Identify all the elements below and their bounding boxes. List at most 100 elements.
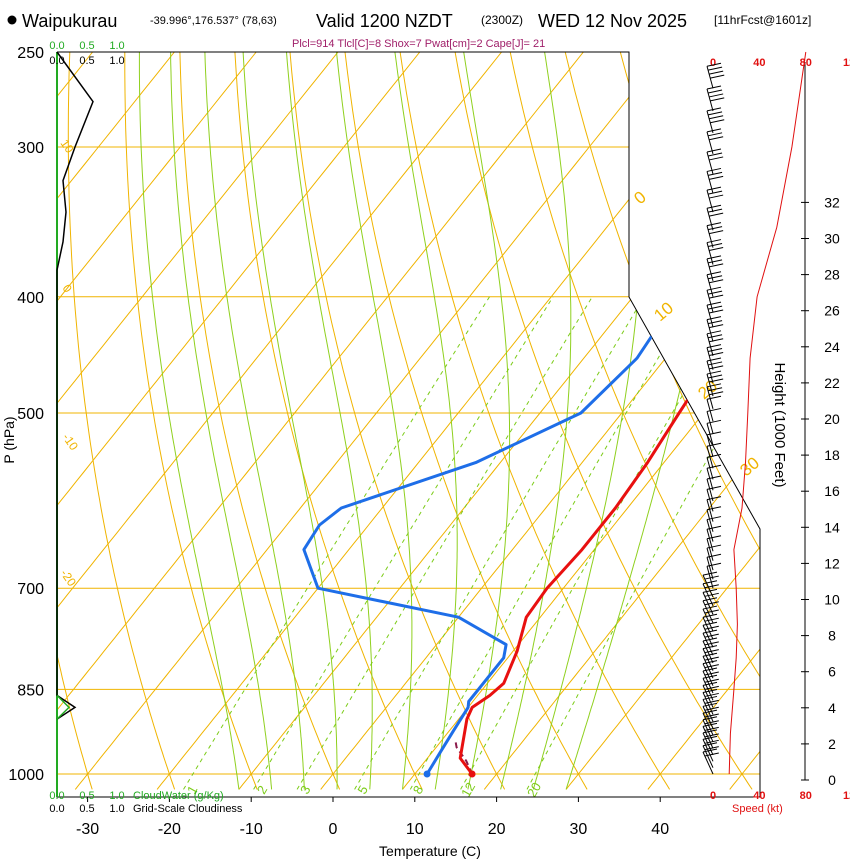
- wind-barb-staff: [702, 656, 714, 679]
- mixing-ratio-label: 8: [410, 783, 427, 797]
- wind-barb-staff: [706, 242, 714, 265]
- pressure-label: 300: [17, 140, 44, 157]
- wind-barb-staff: [702, 685, 714, 708]
- wind-barb-feather: [709, 156, 724, 161]
- wind-barb-feather: [709, 365, 724, 370]
- mixing-ratio-label: 5: [354, 783, 371, 797]
- height-tick-label: 30: [824, 231, 840, 247]
- wind-barb-feather: [704, 685, 719, 690]
- wind-barb-staff: [706, 131, 714, 154]
- temperature-surface-dot: [468, 770, 476, 778]
- wind-barb-staff: [706, 347, 714, 370]
- wind-barb-feather: [709, 263, 724, 268]
- wind-barb-feather: [709, 324, 724, 329]
- wind-barb-feather: [704, 664, 719, 669]
- moist-adiabat-line: [242, 52, 338, 790]
- wind-barb-feather: [706, 271, 722, 276]
- dry-adiabat-line: [505, 52, 760, 790]
- height-tick-label: 24: [824, 339, 840, 355]
- wind-barb-feather: [706, 395, 722, 400]
- wind-barb-feather: [709, 70, 724, 75]
- cloudiness-scale-label: Grid-Scale Cloudiness: [133, 803, 243, 815]
- wind-barb-feather: [704, 706, 719, 711]
- wind-barb-feather: [706, 357, 722, 362]
- isotherm-line: [57, 52, 601, 790]
- wind-barb-staff: [706, 66, 714, 89]
- wind-barb-feather: [706, 330, 722, 335]
- wind-speed-line: [728, 51, 807, 775]
- wind-barb-feather: [706, 62, 722, 67]
- wind-barb-staff: [706, 411, 714, 434]
- dry-adiabat-line: [57, 52, 93, 790]
- valid-date: WED 12 Nov 2025: [538, 11, 687, 31]
- wind-barb-feather: [709, 391, 724, 396]
- wind-barb-staff: [702, 640, 714, 664]
- wind-barb-staff: [706, 88, 714, 112]
- speed-tick-bottom: 0: [710, 790, 716, 802]
- wind-barb-feather: [709, 194, 724, 199]
- wind-barb-feather: [702, 688, 718, 693]
- wind-barb-feather: [706, 128, 722, 133]
- background-lines: [57, 52, 760, 790]
- wind-barb-staff: [702, 745, 714, 768]
- wind-barb-staff: [706, 499, 714, 522]
- wind-barb-staff: [702, 600, 714, 623]
- wind-barb-staff: [702, 726, 714, 749]
- wind-barb-feather: [706, 167, 722, 172]
- dry-adiabat-label: 0: [60, 282, 75, 296]
- x-tick-label: 20: [488, 821, 506, 838]
- top-cloudiness-tick: 1.0: [109, 55, 124, 67]
- wind-barb-staff: [702, 699, 714, 722]
- wind-barb-feather: [706, 442, 722, 447]
- cloudwater-scale-label: CloudWater (g/Kg): [133, 790, 224, 802]
- wind-barb-feather: [707, 334, 723, 339]
- isotherm-line: [402, 52, 760, 790]
- wind-barb-staff: [702, 583, 714, 607]
- x-tick-label: 40: [651, 821, 669, 838]
- top-cloudiness-tick: 0.0: [49, 55, 64, 67]
- wind-barb-feather: [706, 453, 722, 458]
- wind-barb-feather: [704, 671, 719, 676]
- height-tick-label: 16: [824, 483, 840, 499]
- bottom-cloudiness-tick: 0.5: [79, 803, 94, 815]
- x-tick-label: 0: [329, 821, 338, 838]
- wind-barb-feather: [709, 309, 724, 314]
- wind-barb-feather: [709, 378, 724, 383]
- wind-barb-staff: [706, 110, 714, 134]
- mixing-ratio-label: 2: [254, 783, 271, 797]
- wind-barb-staff: [706, 557, 714, 580]
- wind-barb-staff: [702, 678, 714, 701]
- cloudiness-line: [56, 51, 94, 720]
- x-tick-label: 10: [406, 821, 424, 838]
- wind-barb-staff: [702, 670, 714, 694]
- dry-adiabat-line: [67, 52, 176, 790]
- wind-barb-feather: [710, 74, 725, 79]
- wind-barb-feather: [706, 344, 722, 349]
- moist-adiabat-line: [204, 52, 305, 790]
- mixing-ratio-label: 20: [524, 780, 544, 800]
- wind-barb-feather: [709, 93, 724, 98]
- wind-barb-staff: [706, 258, 714, 282]
- isotherm-line: [156, 52, 760, 790]
- wind-barb-feather: [707, 89, 723, 94]
- wind-barb-feather: [707, 171, 723, 176]
- wind-barb-feather: [709, 115, 724, 120]
- moist-adiabat-line: [286, 52, 373, 790]
- station-coords: -39.996°,176.537° (78,63): [150, 15, 277, 27]
- wind-barb-feather: [706, 107, 722, 112]
- dry-adiabat-line: [559, 52, 760, 790]
- bottom-cloudwater-tick: 1.0: [109, 790, 124, 802]
- wind-barb-feather: [707, 275, 723, 280]
- top-cloudwater-tick: 1.0: [109, 40, 124, 52]
- mixing-ratio-line: [354, 296, 645, 790]
- wind-barb-feather: [707, 132, 723, 137]
- wind-barb-feather: [706, 301, 722, 306]
- dry-adiabat-line: [287, 52, 506, 790]
- wind-barb-feather: [707, 208, 723, 213]
- wind-barb-feather: [706, 370, 722, 375]
- x-axis-title: Temperature (C): [379, 843, 481, 859]
- valid-time: Valid 1200 NZDT: [316, 11, 453, 31]
- wind-barb-feather: [706, 419, 722, 424]
